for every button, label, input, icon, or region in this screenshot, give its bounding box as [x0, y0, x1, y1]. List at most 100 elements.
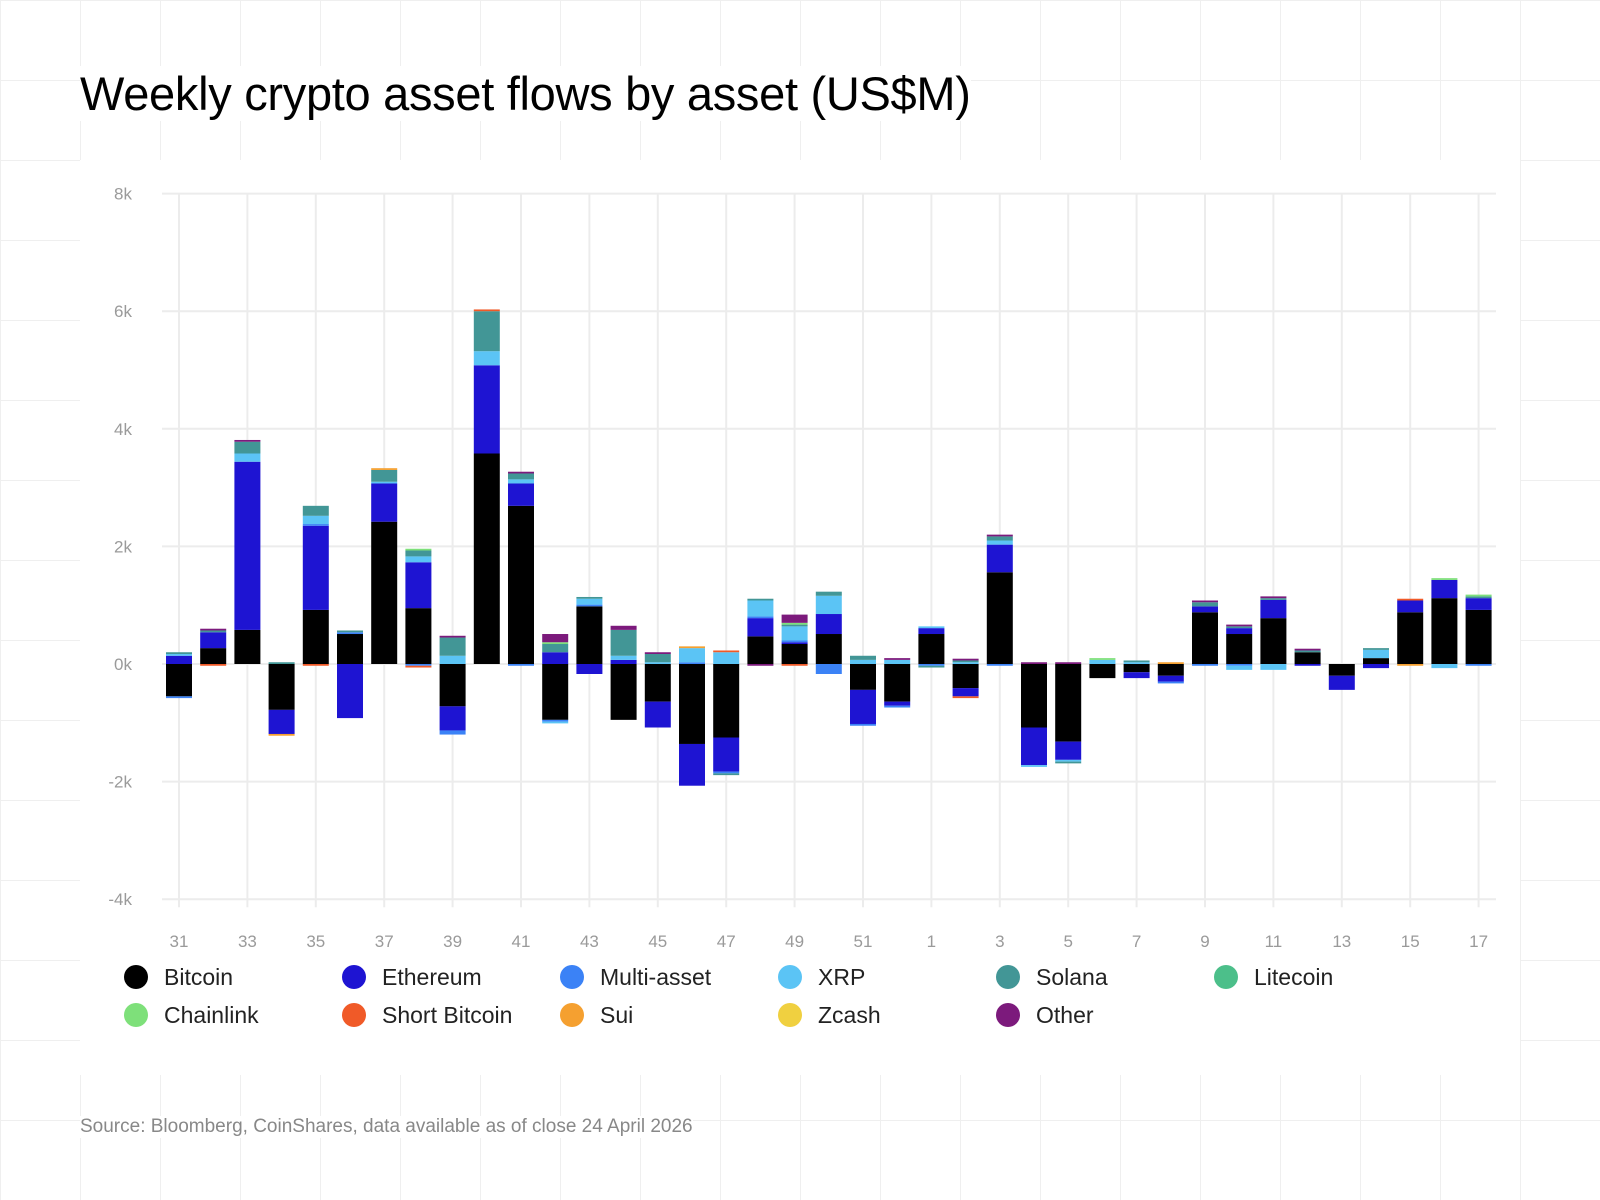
bar-segment-ethereum-week-1[interactable] [918, 628, 945, 635]
bar-segment-solana-week-33[interactable] [234, 441, 261, 454]
bar-segment-bitcoin-week-40[interactable] [473, 453, 500, 664]
bar-segment-ethereum-week-11[interactable] [1260, 599, 1287, 619]
bar-segment-ethereum-week-33[interactable] [234, 461, 261, 630]
bar-segment-bitcoin-week-44[interactable] [610, 664, 637, 720]
bar-segment-ethereum-week-16[interactable] [1431, 579, 1458, 599]
legend-item-sui[interactable]: Sui [560, 1002, 778, 1028]
bar-segment-short-bitcoin-week-15[interactable] [1397, 598, 1424, 601]
bar-segment-ethereum-week-34[interactable] [268, 709, 295, 734]
bar-segment-multi-asset-week-3[interactable] [986, 664, 1013, 666]
bar-segment-multi-asset-week-48[interactable] [747, 616, 774, 619]
bar-segment-sui-week-8[interactable] [1157, 662, 1184, 664]
bar-segment-bitcoin-week-34[interactable] [268, 664, 295, 710]
bar-segment-ethereum-week-37[interactable] [371, 483, 398, 522]
bar-segment-ethereum-week-2[interactable] [952, 688, 979, 697]
bar-segment-other-week-44[interactable] [610, 625, 637, 630]
legend-item-short-bitcoin[interactable]: Short Bitcoin [342, 1002, 560, 1028]
bar-segment-multi-asset-week-51[interactable] [850, 723, 876, 726]
bar-segment-other-week-48[interactable] [747, 664, 774, 666]
bar-segment-solana-week-36[interactable] [337, 630, 363, 633]
bar-segment-xrp-week-41[interactable] [508, 479, 534, 484]
bar-segment-bitcoin-week-13[interactable] [1328, 664, 1355, 676]
bar-segment-solana-week-39[interactable] [439, 637, 466, 656]
bar-segment-chainlink-week-6[interactable] [1089, 658, 1116, 660]
bar-segment-bitcoin-week-50[interactable] [815, 634, 842, 664]
bar-segment-solana-week-14[interactable] [1363, 648, 1389, 650]
bar-segment-xrp-week-47[interactable] [713, 652, 740, 664]
bar-segment-xrp-week-6[interactable] [1089, 659, 1116, 664]
bar-segment-ethereum-week-14[interactable] [1363, 664, 1389, 669]
legend-item-xrp[interactable]: XRP [778, 964, 996, 990]
bar-segment-ethereum-week-17[interactable] [1465, 598, 1492, 610]
bar-segment-bitcoin-week-17[interactable] [1465, 609, 1492, 664]
bar-segment-bitcoin-week-47[interactable] [713, 664, 740, 738]
bar-segment-bitcoin-week-42[interactable] [542, 664, 569, 720]
bar-segment-multi-asset-week-9[interactable] [1192, 664, 1218, 666]
bar-segment-ethereum-week-39[interactable] [439, 706, 466, 731]
bar-segment-ethereum-week-50[interactable] [815, 614, 842, 635]
bar-segment-ethereum-week-38[interactable] [405, 562, 432, 609]
bar-segment-ethereum-week-47[interactable] [713, 737, 740, 772]
bar-segment-multi-asset-week-35[interactable] [302, 524, 329, 526]
bar-segment-ethereum-week-42[interactable] [542, 652, 569, 664]
bar-segment-multi-asset-week-46[interactable] [679, 662, 705, 664]
bar-segment-multi-asset-week-41[interactable] [508, 664, 534, 666]
bar-segment-solana-week-47[interactable] [713, 773, 740, 776]
bar-segment-multi-asset-week-49[interactable] [781, 640, 808, 643]
bar-segment-chainlink-week-42[interactable] [542, 642, 569, 645]
bar-segment-short-bitcoin-week-35[interactable] [302, 664, 329, 666]
bar-segment-solana-week-11[interactable] [1260, 598, 1287, 600]
bar-segment-solana-week-37[interactable] [371, 469, 398, 482]
bar-segment-ethereum-week-44[interactable] [610, 659, 637, 664]
legend-item-ethereum[interactable]: Ethereum [342, 964, 560, 990]
bar-segment-solana-week-38[interactable] [405, 550, 432, 557]
bar-segment-bitcoin-week-46[interactable] [679, 664, 705, 744]
bar-segment-xrp-week-31[interactable] [166, 654, 192, 656]
bar-segment-xrp-week-1[interactable] [918, 626, 945, 629]
legend-item-bitcoin[interactable]: Bitcoin [124, 964, 342, 990]
bar-segment-multi-asset-week-36[interactable] [337, 632, 363, 635]
bar-segment-other-week-11[interactable] [1260, 596, 1287, 599]
bar-segment-xrp-week-3[interactable] [986, 540, 1013, 545]
bar-segment-ethereum-week-52[interactable] [884, 701, 911, 706]
bar-segment-multi-asset-week-17[interactable] [1465, 664, 1492, 666]
bar-segment-chainlink-week-38[interactable] [405, 548, 432, 551]
bar-segment-short-bitcoin-week-49[interactable] [781, 664, 808, 666]
bar-segment-multi-asset-week-8[interactable] [1157, 681, 1184, 684]
bar-segment-bitcoin-week-52[interactable] [884, 664, 911, 702]
bar-segment-bitcoin-week-39[interactable] [439, 664, 466, 707]
bar-segment-bitcoin-week-36[interactable] [337, 634, 363, 664]
bar-segment-multi-asset-week-50[interactable] [815, 664, 842, 674]
bar-segment-solana-week-32[interactable] [200, 630, 227, 633]
bar-segment-other-week-9[interactable] [1192, 600, 1218, 603]
bar-segment-xrp-week-43[interactable] [576, 598, 603, 605]
bar-segment-xrp-week-38[interactable] [405, 556, 432, 563]
bar-segment-multi-asset-week-39[interactable] [439, 730, 466, 735]
bar-segment-solana-week-2[interactable] [952, 660, 979, 663]
bar-segment-ethereum-week-40[interactable] [473, 365, 500, 454]
bar-segment-bitcoin-week-31[interactable] [166, 664, 192, 697]
bar-segment-short-bitcoin-week-2[interactable] [952, 696, 979, 699]
bar-segment-xrp-week-7[interactable] [1123, 662, 1150, 664]
bar-segment-xrp-week-37[interactable] [371, 481, 398, 484]
bar-segment-xrp-week-48[interactable] [747, 600, 774, 617]
bar-segment-bitcoin-week-7[interactable] [1123, 664, 1150, 673]
bar-segment-ethereum-week-48[interactable] [747, 618, 774, 637]
bar-segment-multi-asset-week-47[interactable] [713, 771, 740, 774]
bar-segment-other-week-5[interactable] [1055, 662, 1082, 664]
bar-segment-ethereum-week-5[interactable] [1055, 741, 1082, 760]
bar-segment-bitcoin-week-10[interactable] [1226, 634, 1253, 664]
bar-segment-bitcoin-week-5[interactable] [1055, 664, 1082, 742]
bar-segment-ethereum-week-41[interactable] [508, 483, 534, 506]
bar-segment-bitcoin-week-37[interactable] [371, 521, 398, 664]
bar-segment-xrp-week-4[interactable] [1021, 765, 1047, 767]
bar-segment-chainlink-week-49[interactable] [781, 622, 808, 625]
bar-segment-bitcoin-week-48[interactable] [747, 636, 774, 664]
bar-segment-solana-week-1[interactable] [918, 665, 945, 668]
bar-segment-chainlink-week-17[interactable] [1465, 594, 1492, 597]
bar-segment-bitcoin-week-41[interactable] [508, 505, 534, 664]
bar-segment-short-bitcoin-week-32[interactable] [200, 664, 227, 666]
bar-segment-solana-week-43[interactable] [576, 596, 603, 599]
bar-segment-solana-week-50[interactable] [815, 591, 842, 596]
bar-segment-other-week-49[interactable] [781, 614, 808, 623]
